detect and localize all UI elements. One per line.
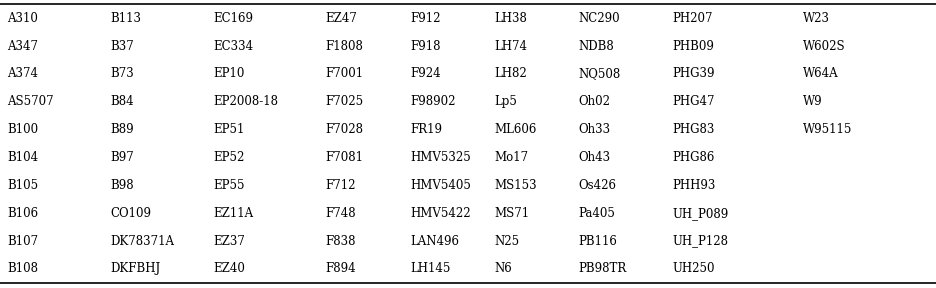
Text: B37: B37 [110, 39, 134, 53]
Text: A347: A347 [7, 39, 38, 53]
Text: EP10: EP10 [213, 67, 245, 80]
Text: PH207: PH207 [672, 12, 712, 25]
Text: W9: W9 [803, 95, 823, 108]
Text: F924: F924 [410, 67, 441, 80]
Text: Oh43: Oh43 [578, 151, 610, 164]
Text: AS5707: AS5707 [7, 95, 54, 108]
Text: EP52: EP52 [213, 151, 245, 164]
Text: PB116: PB116 [578, 234, 618, 248]
Text: NC290: NC290 [578, 12, 620, 25]
Text: Oh02: Oh02 [578, 95, 610, 108]
Text: EC334: EC334 [213, 39, 254, 53]
Text: W95115: W95115 [803, 123, 853, 136]
Text: UH_P128: UH_P128 [672, 234, 728, 248]
Text: EP2008-18: EP2008-18 [213, 95, 278, 108]
Text: B97: B97 [110, 151, 134, 164]
Text: A374: A374 [7, 67, 38, 80]
Text: Pa405: Pa405 [578, 207, 615, 220]
Text: B105: B105 [7, 179, 38, 192]
Text: F7001: F7001 [326, 67, 364, 80]
Text: F712: F712 [326, 179, 357, 192]
Text: NQ508: NQ508 [578, 67, 621, 80]
Text: HMV5325: HMV5325 [410, 151, 471, 164]
Text: EC169: EC169 [213, 12, 254, 25]
Text: EZ40: EZ40 [213, 262, 245, 275]
Text: PHH93: PHH93 [672, 179, 715, 192]
Text: EZ11A: EZ11A [213, 207, 254, 220]
Text: LH38: LH38 [494, 12, 527, 25]
Text: A310: A310 [7, 12, 38, 25]
Text: UH250: UH250 [672, 262, 714, 275]
Text: F912: F912 [410, 12, 441, 25]
Text: F98902: F98902 [410, 95, 456, 108]
Text: F7025: F7025 [326, 95, 364, 108]
Text: DKFBHJ: DKFBHJ [110, 262, 161, 275]
Text: NDB8: NDB8 [578, 39, 614, 53]
Text: Os426: Os426 [578, 179, 617, 192]
Text: HMV5405: HMV5405 [410, 179, 471, 192]
Text: PHG83: PHG83 [672, 123, 714, 136]
Text: PHB09: PHB09 [672, 39, 714, 53]
Text: B100: B100 [7, 123, 38, 136]
Text: B73: B73 [110, 67, 134, 80]
Text: B98: B98 [110, 179, 134, 192]
Text: N25: N25 [494, 234, 519, 248]
Text: F7081: F7081 [326, 151, 364, 164]
Text: MS71: MS71 [494, 207, 530, 220]
Text: B89: B89 [110, 123, 134, 136]
Text: DK78371A: DK78371A [110, 234, 174, 248]
Text: EP55: EP55 [213, 179, 245, 192]
Text: ML606: ML606 [494, 123, 536, 136]
Text: PHG86: PHG86 [672, 151, 714, 164]
Text: B84: B84 [110, 95, 134, 108]
Text: F748: F748 [326, 207, 357, 220]
Text: F1808: F1808 [326, 39, 363, 53]
Text: PHG47: PHG47 [672, 95, 714, 108]
Text: EP51: EP51 [213, 123, 245, 136]
Text: UH_P089: UH_P089 [672, 207, 728, 220]
Text: B106: B106 [7, 207, 38, 220]
Text: CO109: CO109 [110, 207, 152, 220]
Text: B108: B108 [7, 262, 38, 275]
Text: F894: F894 [326, 262, 357, 275]
Text: FR19: FR19 [410, 123, 442, 136]
Text: LH145: LH145 [410, 262, 450, 275]
Text: B107: B107 [7, 234, 38, 248]
Text: HMV5422: HMV5422 [410, 207, 471, 220]
Text: F918: F918 [410, 39, 441, 53]
Text: EZ37: EZ37 [213, 234, 245, 248]
Text: W602S: W602S [803, 39, 846, 53]
Text: Mo17: Mo17 [494, 151, 528, 164]
Text: B113: B113 [110, 12, 141, 25]
Text: PB98TR: PB98TR [578, 262, 627, 275]
Text: F7028: F7028 [326, 123, 364, 136]
Text: W64A: W64A [803, 67, 839, 80]
Text: LH74: LH74 [494, 39, 527, 53]
Text: PHG39: PHG39 [672, 67, 714, 80]
Text: B104: B104 [7, 151, 38, 164]
Text: LAN496: LAN496 [410, 234, 459, 248]
Text: Lp5: Lp5 [494, 95, 517, 108]
Text: W23: W23 [803, 12, 830, 25]
Text: N6: N6 [494, 262, 512, 275]
Text: Oh33: Oh33 [578, 123, 610, 136]
Text: MS153: MS153 [494, 179, 537, 192]
Text: F838: F838 [326, 234, 357, 248]
Text: EZ47: EZ47 [326, 12, 358, 25]
Text: LH82: LH82 [494, 67, 527, 80]
